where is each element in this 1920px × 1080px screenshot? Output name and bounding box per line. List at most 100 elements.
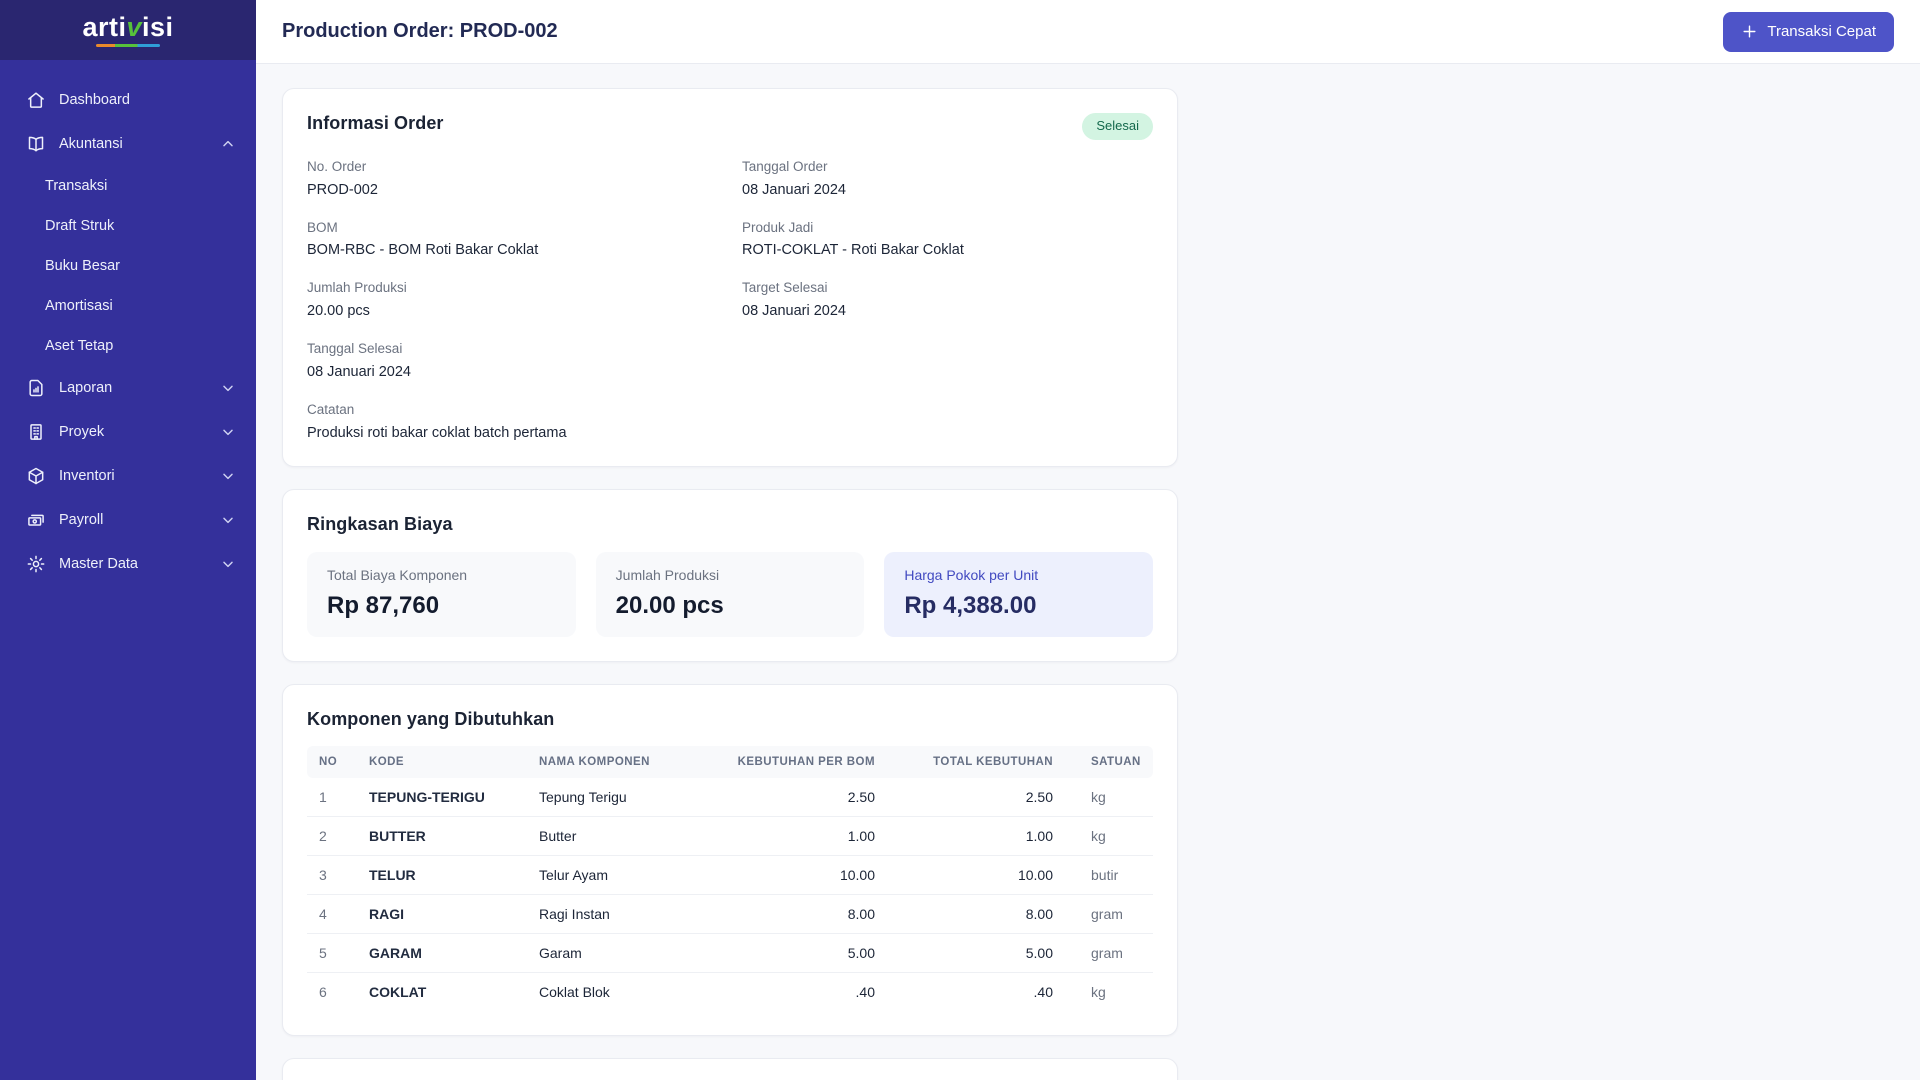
cell-kode: COKLAT xyxy=(369,983,427,1000)
cell-total: 1.00 xyxy=(887,816,1065,856)
sidebar-item-label: Payroll xyxy=(59,512,104,528)
sidebar-item-master-data[interactable]: Master Data xyxy=(0,542,256,586)
cell-per-bom: 8.00 xyxy=(722,894,887,934)
cell-no: 3 xyxy=(307,855,357,895)
stat-value: 20.00 pcs xyxy=(615,591,724,619)
quick-transaction-button[interactable]: Transaksi Cepat xyxy=(1723,11,1894,52)
sidebar-item-label: Master Data xyxy=(59,556,138,572)
col-header-nama: NAMA KOMPONEN xyxy=(527,745,722,778)
chevron-down-icon xyxy=(223,385,233,392)
cell-kode: BUTTER xyxy=(357,816,527,856)
stat-total-biaya-komponen: Total Biaya Komponen Rp 87,760 xyxy=(307,552,576,637)
chevron-up-icon xyxy=(223,140,233,147)
sidebar-item-laporan[interactable]: Laporan xyxy=(0,366,256,410)
cell-nama: Tepung Terigu xyxy=(527,777,722,817)
brand-logo-text: artivisi xyxy=(82,11,173,42)
cell-nama: Garam xyxy=(527,933,722,973)
chevron-down-icon xyxy=(223,473,233,480)
field-label: Target Selesai xyxy=(742,280,828,296)
sidebar-item-label: Proyek xyxy=(59,424,105,440)
order-info-card: Informasi Order Selesai No. Order PROD-0… xyxy=(282,88,1178,468)
stat-label: Jumlah Produksi xyxy=(615,567,720,584)
next-card-stub xyxy=(282,1057,1178,1080)
table-body: 1 TEPUNG-TERIGU Tepung Terigu 2.50 2.50 … xyxy=(307,777,1153,1011)
sidebar-item-payroll[interactable]: Payroll xyxy=(0,498,256,542)
field-label: No. Order xyxy=(307,158,367,174)
brand-part-2: v xyxy=(126,11,143,42)
sidebar-item-label: Inventori xyxy=(59,468,115,484)
field-value: 20.00 pcs xyxy=(307,303,370,320)
components-card: Komponen yang Dibutuhkan NO KODE NAMA KO… xyxy=(282,683,1178,1036)
cell-kode: GARAM xyxy=(357,933,527,973)
sidebar-subitem-label: Transaksi xyxy=(45,178,108,194)
table-row: 2 BUTTER Butter 1.00 1.00 kg xyxy=(307,816,1153,856)
cell-total: 8.00 xyxy=(887,894,1065,934)
field-tanggal-order: Tanggal Order 08 Januari 2024 xyxy=(742,159,1153,200)
field-value: 08 Januari 2024 xyxy=(742,181,846,198)
brand-logo: artivisi xyxy=(0,0,256,60)
order-info-grid: No. Order PROD-002 Tanggal Order 08 Janu… xyxy=(307,159,1153,443)
sidebar-subitem-aset-tetap[interactable]: Aset Tetap xyxy=(0,326,256,366)
sidebar-subitem-draft-struk[interactable]: Draft Struk xyxy=(0,206,256,246)
field-label: Catatan xyxy=(307,401,355,417)
field-value: 08 Januari 2024 xyxy=(742,303,846,320)
main-area: Production Order: PROD-002 Transaksi Cep… xyxy=(256,0,1920,1080)
cell-kode: TELUR xyxy=(357,855,527,895)
sidebar-item-inventori[interactable]: Inventori xyxy=(0,454,256,498)
cost-summary-stats: Total Biaya Komponen Rp 87,760 Jumlah Pr… xyxy=(307,552,1153,637)
field-bom: BOM BOM-RBC - BOM Roti Bakar Coklat xyxy=(307,220,718,261)
building-icon xyxy=(30,424,42,440)
field-target-selesai: Target Selesai 08 Januari 2024 xyxy=(742,280,1153,321)
sidebar-subitem-amortisasi[interactable]: Amortisasi xyxy=(0,286,256,326)
stat-value: Rp 87,760 xyxy=(327,591,440,619)
cell-nama: Coklat Blok xyxy=(539,983,610,1000)
cell-total: 2.50 xyxy=(887,777,1065,817)
sidebar-item-akuntansi[interactable]: Akuntansi xyxy=(0,122,256,166)
field-no-order: No. Order PROD-002 xyxy=(307,159,718,200)
cell-satuan: kg xyxy=(1065,816,1153,856)
cost-summary-title: Ringkasan Biaya xyxy=(307,514,453,535)
sidebar-nav: Dashboard Akuntansi Transaksi Draft Stru… xyxy=(0,60,256,586)
cell-no: 6 xyxy=(319,983,327,1000)
cell-nama: Telur Ayam xyxy=(527,855,722,895)
cell-per-bom: 10.00 xyxy=(722,855,887,895)
field-value: 08 Januari 2024 xyxy=(307,363,411,380)
sidebar-item-dashboard[interactable]: Dashboard xyxy=(0,78,256,122)
cell-kode: TEPUNG-TERIGU xyxy=(357,777,527,817)
components-table: NO KODE NAMA KOMPONEN KEBUTUHAN PER BOM … xyxy=(307,745,1153,1011)
table-row: 6 COKLAT Coklat Blok .40 .40 kg xyxy=(307,972,1153,1011)
sidebar: artivisi Dashboard Akuntansi Transaksi D… xyxy=(0,0,256,1080)
sidebar-item-proyek[interactable]: Proyek xyxy=(0,410,256,454)
chevron-down-icon xyxy=(223,429,233,436)
components-table-wrap: NO KODE NAMA KOMPONEN KEBUTUHAN PER BOM … xyxy=(307,745,1153,1011)
table-row: 1 TEPUNG-TERIGU Tepung Terigu 2.50 2.50 … xyxy=(307,777,1153,817)
plus-icon xyxy=(1743,25,1756,38)
col-header-no: NO xyxy=(307,745,357,778)
cell-per-bom: 5.00 xyxy=(722,933,887,973)
stat-label: Total Biaya Komponen xyxy=(327,567,468,584)
cell-per-bom: 1.00 xyxy=(722,816,887,856)
cell-nama: Butter xyxy=(527,816,722,856)
sidebar-subitem-transaksi[interactable]: Transaksi xyxy=(0,166,256,206)
field-produk-jadi: Produk Jadi ROTI-COKLAT - Roti Bakar Cok… xyxy=(742,220,1153,261)
sidebar-subitem-buku-besar[interactable]: Buku Besar xyxy=(0,246,256,286)
field-label: Jumlah Produksi xyxy=(307,280,407,296)
cell-total: 10.00 xyxy=(887,855,1065,895)
cell-satuan: butir xyxy=(1065,855,1153,895)
sidebar-item-label: Laporan xyxy=(59,380,113,396)
col-header-kode: KODE xyxy=(357,745,527,778)
chevron-down-icon xyxy=(223,517,233,524)
table-header: NO KODE NAMA KOMPONEN KEBUTUHAN PER BOM … xyxy=(307,745,1153,778)
field-catatan: Catatan Produksi roti bakar coklat batch… xyxy=(307,402,1153,443)
content-area: Informasi Order Selesai No. Order PROD-0… xyxy=(256,64,1920,1080)
field-value: BOM-RBC - BOM Roti Bakar Coklat xyxy=(307,242,539,259)
cell-total: .40 xyxy=(1033,983,1053,1000)
col-header-satuan: SATUAN xyxy=(1065,745,1153,778)
gear-icon xyxy=(27,555,45,573)
book-open-icon xyxy=(28,136,44,152)
cell-no: 2 xyxy=(307,816,357,856)
cell-no: 5 xyxy=(307,933,357,973)
cell-total: 5.00 xyxy=(887,933,1065,973)
cell-satuan: kg xyxy=(1065,777,1153,817)
